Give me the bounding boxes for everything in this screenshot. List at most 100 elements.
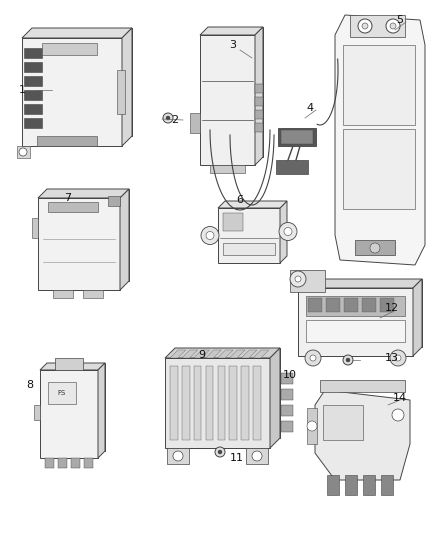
Bar [281,389,293,400]
Text: 4: 4 [307,103,314,113]
Polygon shape [208,27,263,157]
Text: 8: 8 [26,380,34,390]
Text: 3: 3 [230,40,237,50]
Bar [306,320,405,342]
Polygon shape [200,35,255,165]
Polygon shape [17,146,30,158]
Bar [307,408,317,444]
Circle shape [284,228,292,236]
Bar [53,290,73,298]
Circle shape [163,113,173,123]
Circle shape [390,350,406,366]
Bar [362,298,376,312]
Polygon shape [170,350,186,358]
Bar [345,475,357,495]
Polygon shape [413,279,422,356]
Bar [343,129,415,209]
Bar [281,405,293,416]
Polygon shape [22,38,122,146]
Bar [380,298,394,312]
Circle shape [252,451,262,461]
Bar [223,213,243,231]
Polygon shape [120,189,129,290]
Bar [230,366,237,440]
Bar [344,298,358,312]
Bar [45,458,54,468]
Bar [255,124,263,132]
Polygon shape [241,350,257,358]
Bar [170,366,178,440]
Polygon shape [200,27,263,35]
Circle shape [201,227,219,245]
Polygon shape [38,189,129,198]
Text: 10: 10 [283,370,297,380]
Bar [343,45,415,125]
Circle shape [310,355,316,361]
Polygon shape [218,201,287,208]
Circle shape [215,447,225,457]
Polygon shape [270,348,280,448]
Bar [281,373,293,384]
Polygon shape [194,350,209,358]
Polygon shape [32,28,132,136]
Bar [48,382,76,404]
Circle shape [392,409,404,421]
Polygon shape [218,350,233,358]
Text: 14: 14 [393,393,407,403]
Text: 2: 2 [171,115,179,125]
Polygon shape [165,358,270,448]
Polygon shape [253,350,269,358]
Circle shape [290,271,306,287]
Polygon shape [335,15,425,265]
Circle shape [307,421,317,431]
Circle shape [395,355,401,361]
Bar [255,84,263,93]
Circle shape [390,23,396,29]
Circle shape [358,19,372,33]
Bar [48,202,98,212]
Bar [24,76,42,86]
Polygon shape [255,27,263,165]
Bar [381,475,393,495]
Circle shape [173,451,183,461]
Polygon shape [40,370,98,458]
Text: 7: 7 [64,193,71,203]
Polygon shape [40,363,105,370]
Bar [194,366,201,440]
Polygon shape [175,348,280,438]
Bar [205,366,213,440]
Polygon shape [38,198,120,290]
Polygon shape [122,28,132,146]
Bar [306,296,405,316]
Circle shape [346,358,350,362]
Bar [290,270,325,292]
Bar [350,15,405,37]
Bar [24,118,42,128]
Bar [355,240,395,255]
Bar [241,366,249,440]
Polygon shape [22,28,132,38]
Bar [281,130,313,144]
Polygon shape [218,208,280,263]
Bar [71,458,80,468]
Text: 13: 13 [385,353,399,363]
Bar [281,421,293,432]
Circle shape [386,19,400,33]
Bar [255,110,263,119]
Polygon shape [230,350,245,358]
Circle shape [295,276,301,282]
Bar [42,43,97,55]
Bar [24,90,42,100]
Bar [24,48,42,58]
Bar [363,475,375,495]
Bar [58,458,67,468]
Bar [323,405,363,440]
Bar [218,366,225,440]
Circle shape [218,450,222,454]
Bar [278,128,316,146]
Polygon shape [47,363,105,451]
Circle shape [305,350,321,366]
Circle shape [362,23,368,29]
Bar [308,298,322,312]
Bar [24,104,42,114]
